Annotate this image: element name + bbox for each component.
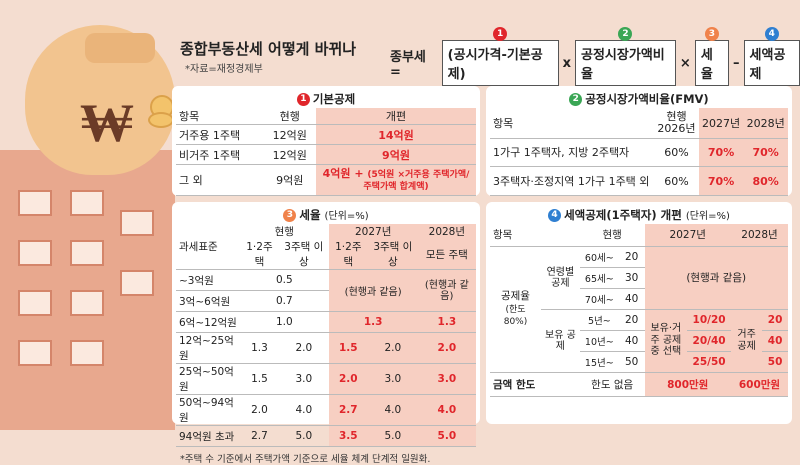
panel-tax-credit: 4 세액공제(1주택자) 개편 (단위=%) 항목 현행 2027년 2028년 … xyxy=(486,202,792,424)
header-current: 현행 2026년 xyxy=(654,108,699,139)
header-current: 현행 xyxy=(263,108,316,125)
page-title: 종합부동산세 어떻게 바뀌나 xyxy=(180,40,357,58)
formula-term-1: 1 (공시가격-기본공제) xyxy=(441,27,559,86)
header-2027: 2027년 xyxy=(328,224,418,239)
header-2028: 2028년 xyxy=(730,224,788,247)
panel-title: 1 기본공제 xyxy=(176,90,476,108)
panel-tax-rate: 3 세율 (단위=%) 과세표준 현행 2027년 2028년 1·2주택 3주택… xyxy=(172,202,480,465)
table-row: 10년~ 40 20/40 40 xyxy=(490,330,788,352)
window-icon xyxy=(70,340,104,366)
panel-title: 4 세액공제(1주택자) 개편 (단위=%) xyxy=(490,206,788,224)
panel-fmv: 2 공정시장가액비율(FMV) 항목 현행 2026년 2027년 2028년 1가… xyxy=(486,86,792,196)
window-icon xyxy=(18,190,52,216)
formula-term-3: 3 세율 xyxy=(694,27,730,86)
header-current: 현행 xyxy=(274,226,294,238)
formula-minus: – xyxy=(733,55,740,71)
table-row: 50억~94억원 2.0 4.0 2.7 4.0 4.0 xyxy=(176,394,476,426)
window-icon xyxy=(70,240,104,266)
panel-title: 3 세율 (단위=%) xyxy=(176,206,476,224)
table-row: 65세~ 30 xyxy=(490,267,788,289)
header-2028: 2028년 xyxy=(417,224,476,239)
table-row: 94억원 초과 2.7 5.0 3.5 5.0 5.0 xyxy=(176,425,476,447)
formula-lhs: 종부세 = xyxy=(390,50,426,80)
table-row: 거주용 1주택 12억원 14억원 xyxy=(176,124,476,146)
table-row: 금액 한도 한도 없음 800만원 600만원 xyxy=(490,372,788,397)
table-row: 25억~50억원 1.5 3.0 2.0 3.0 3.0 xyxy=(176,363,476,395)
table-row: 그 외 9억원 4억원 + (5억원 ×거주용 주택가액/주택가액 합계액) xyxy=(176,164,476,196)
table-row: 비거주 1주택 12억원 9억원 xyxy=(176,144,476,166)
table-row: 3억~6억원 0.7 xyxy=(176,290,476,312)
number-badge: 4 xyxy=(764,27,779,41)
window-icon xyxy=(70,190,104,216)
header-2028: 2028년 xyxy=(743,108,788,139)
coin-icon xyxy=(148,112,174,128)
table-row: 15년~ 50 25/50 50 xyxy=(490,351,788,373)
window-icon xyxy=(120,270,154,296)
window-icon xyxy=(70,290,104,316)
table-row: 보유 공제 5년~ 20 보유·거주 공제 중 선택 10/20 거주 공제 2… xyxy=(490,309,788,373)
window-icon xyxy=(18,340,52,366)
table-row: 3주택자·조정지역 1가구 1주택 외 60% 70% 80% xyxy=(490,166,788,196)
table-row: 70세~ 40 xyxy=(490,288,788,310)
header-base: 과세표준 xyxy=(176,224,240,270)
header-2027: 2027년 xyxy=(644,224,731,247)
number-badge: 3 xyxy=(704,27,719,41)
formula-term-4: 4 세액공제 xyxy=(743,27,800,86)
header-current: 현행 xyxy=(579,224,645,247)
building-illustration xyxy=(0,150,175,430)
header-2027: 2027년 xyxy=(698,108,744,139)
money-bag-icon: ₩ xyxy=(25,25,175,175)
formula-term-2: 2 공정시장가액비율 xyxy=(575,27,676,86)
footnote: *주택 수 기준에서 주택가액 기준으로 세율 체계 단계적 일원화. xyxy=(180,454,431,465)
formula-times: × xyxy=(679,55,691,71)
window-icon xyxy=(18,240,52,266)
formula-times: x xyxy=(562,55,572,71)
table-row: 공제율 (한도 80%) 연령별 공제 60세~ 20 (현행과 같음) xyxy=(490,246,788,373)
number-badge: 1 xyxy=(493,27,508,41)
panel-basic-deduction: 1 기본공제 항목 현행 개편 거주용 1주택 12억원 14억원 비거주 1주택… xyxy=(172,86,480,196)
table-row: ~3억원 0.5 (현행과 같음) (현행과 같음) xyxy=(176,269,476,312)
header-item: 항목 xyxy=(490,224,580,247)
header-item: 항목 xyxy=(490,108,655,139)
window-icon xyxy=(120,210,154,236)
number-badge: 2 xyxy=(618,27,633,41)
panel-title: 2 공정시장가액비율(FMV) xyxy=(490,90,788,108)
header-new: 개편 xyxy=(316,108,476,125)
source-note: *자료=재정경제부 xyxy=(185,64,263,75)
tax-formula: 종부세 = 1 (공시가격-기본공제) x 2 공정시장가액비율 × 3 세율 – 4… xyxy=(390,27,800,86)
table-row: 1가구 1주택자, 지방 2주택자 60% 70% 70% xyxy=(490,138,788,168)
table-row: 6억~12억원 1.0 1.3 1.3 xyxy=(176,311,476,333)
window-icon xyxy=(18,290,52,316)
table-row: 12억~25억원 1.3 2.0 1.5 2.0 2.0 xyxy=(176,332,476,364)
header-item: 항목 xyxy=(176,108,264,125)
